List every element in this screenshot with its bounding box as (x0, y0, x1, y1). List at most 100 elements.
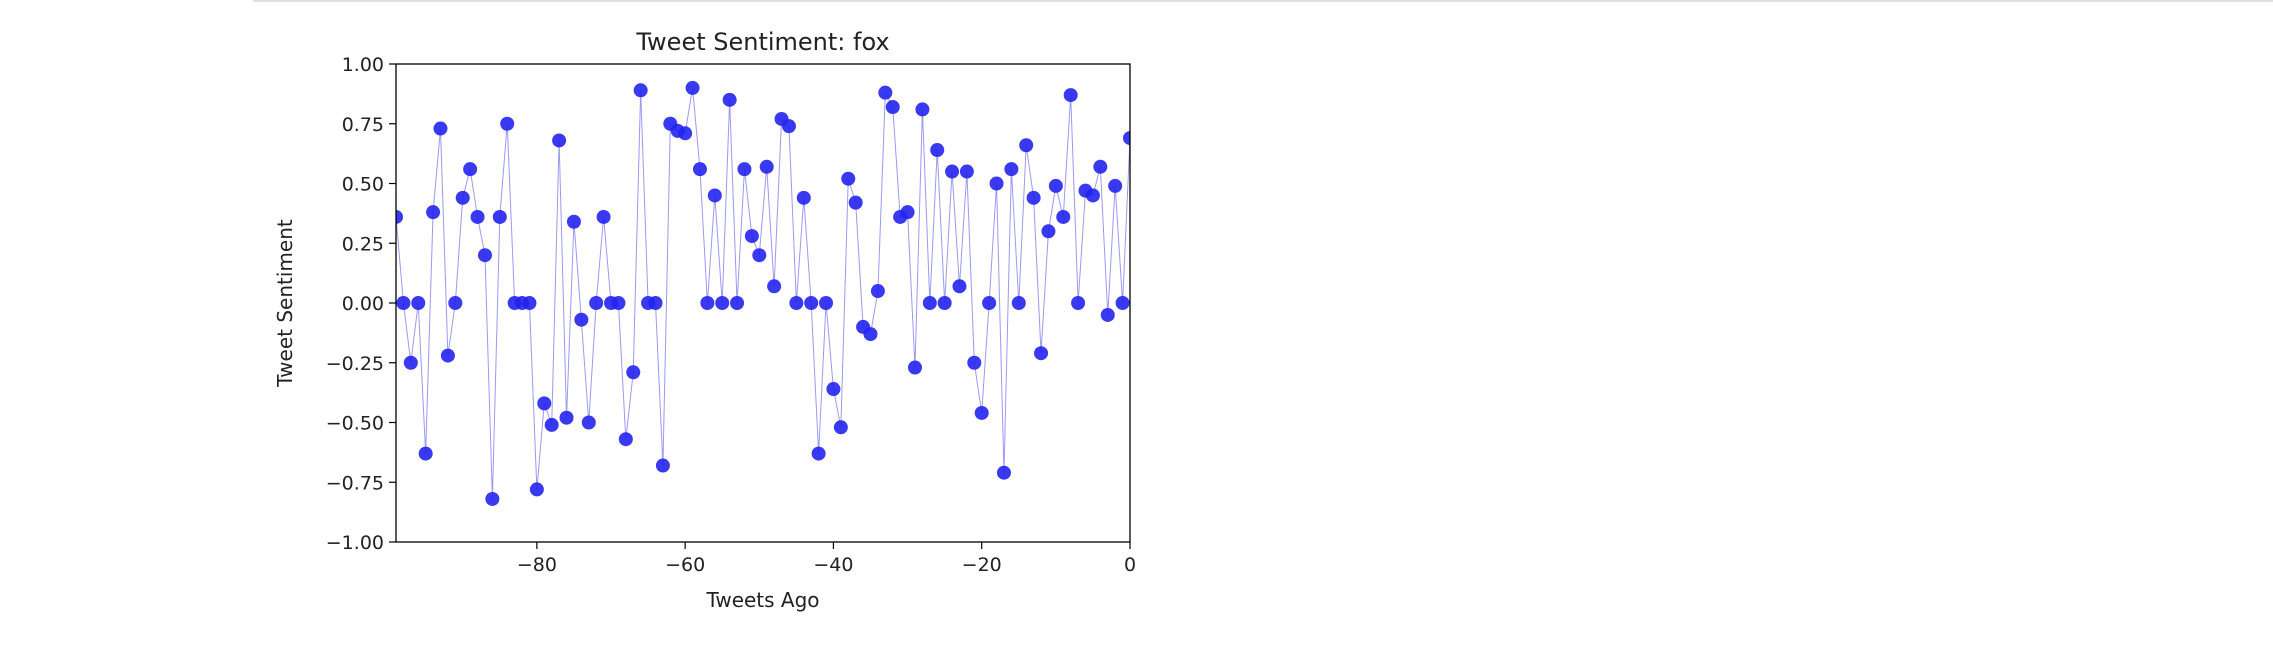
data-point (930, 143, 945, 158)
data-point (581, 415, 596, 430)
data-point (589, 296, 604, 310)
y-tick-label: −0.75 (326, 472, 384, 494)
y-tick-label: −1.00 (326, 532, 384, 554)
data-point (1004, 162, 1019, 177)
data-point (611, 296, 626, 310)
data-point (863, 327, 878, 342)
data-point (715, 296, 730, 310)
data-point (685, 80, 700, 95)
data-point (448, 296, 463, 310)
data-point (922, 296, 937, 310)
data-point (1108, 178, 1123, 193)
data-point (403, 355, 418, 370)
data-point (411, 296, 426, 310)
chart-title: Tweet Sentiment: fox (635, 28, 889, 56)
data-point (618, 432, 633, 447)
data-point (967, 355, 982, 370)
data-point (463, 162, 478, 177)
data-point (759, 159, 774, 174)
y-tick-label: 0.25 (342, 233, 384, 255)
data-point (804, 296, 819, 310)
data-point (737, 162, 752, 177)
data-point (870, 284, 885, 299)
data-point (885, 100, 900, 115)
data-point (989, 176, 1004, 191)
data-point (722, 92, 737, 107)
data-point (433, 121, 448, 136)
data-point (470, 209, 485, 224)
data-point (819, 296, 834, 310)
y-tick-label: 0.50 (342, 174, 384, 196)
data-point (907, 360, 922, 375)
data-point (767, 279, 782, 294)
data-point (811, 446, 826, 461)
data-point (959, 164, 974, 179)
data-point (492, 209, 507, 224)
x-axis-label: Tweets Ago (705, 588, 819, 612)
data-point (1123, 131, 1130, 146)
data-point (796, 190, 811, 205)
data-point (418, 446, 433, 461)
data-point (678, 126, 693, 141)
data-point (537, 396, 552, 411)
y-tick-label: 0.75 (342, 114, 384, 136)
data-point (744, 229, 759, 244)
data-point (1063, 88, 1078, 103)
data-point (700, 296, 715, 310)
data-point (945, 164, 960, 179)
data-point (596, 209, 611, 224)
ticks-layer: −80 −60 −40 −20 0 −1.00 −0.75 −0.50 −0.25 0.00 0.2… (326, 54, 1136, 576)
data-point (426, 205, 441, 220)
data-point (522, 296, 537, 310)
data-point (848, 195, 863, 210)
data-point (655, 458, 670, 473)
data-point (833, 420, 848, 435)
data-point (440, 348, 455, 363)
data-point (552, 133, 567, 148)
data-point (1026, 190, 1041, 205)
data-point (648, 296, 663, 310)
data-point (789, 296, 804, 310)
data-point (1056, 209, 1071, 224)
y-tick-label: −0.25 (326, 353, 384, 375)
data-point (937, 296, 952, 310)
series-line (396, 87, 1130, 499)
data-point (455, 190, 470, 205)
data-point (952, 279, 967, 294)
data-point (996, 465, 1011, 480)
data-point (982, 296, 997, 310)
data-point (1085, 188, 1100, 203)
data-point (529, 482, 544, 497)
data-point (485, 491, 500, 506)
data-point (544, 417, 559, 432)
data-point (878, 85, 893, 100)
x-tick-label: 0 (1124, 554, 1136, 576)
cell-divider-line (253, 0, 2273, 2)
data-point (752, 248, 767, 263)
y-tick-label: −0.50 (326, 413, 384, 435)
data-point (730, 296, 745, 310)
x-tick-label: −80 (517, 554, 557, 576)
data-point (633, 83, 648, 98)
x-tick-label: −40 (813, 554, 853, 576)
data-point (1034, 346, 1049, 361)
data-point (781, 119, 796, 134)
data-layer (396, 80, 1130, 506)
y-tick-label: 1.00 (342, 54, 384, 76)
data-point (915, 102, 930, 117)
data-point (559, 410, 574, 425)
y-tick-label: 0.00 (342, 293, 384, 315)
data-point (707, 188, 722, 203)
x-tick-label: −60 (665, 554, 705, 576)
data-point (396, 209, 403, 224)
data-point (566, 214, 581, 229)
data-point (396, 296, 411, 310)
data-point (1019, 138, 1034, 153)
data-point (574, 312, 589, 327)
data-point (1011, 296, 1026, 310)
x-tick-label: −20 (962, 554, 1002, 576)
data-point (692, 162, 707, 177)
data-point (841, 171, 856, 186)
data-point (1071, 296, 1086, 310)
